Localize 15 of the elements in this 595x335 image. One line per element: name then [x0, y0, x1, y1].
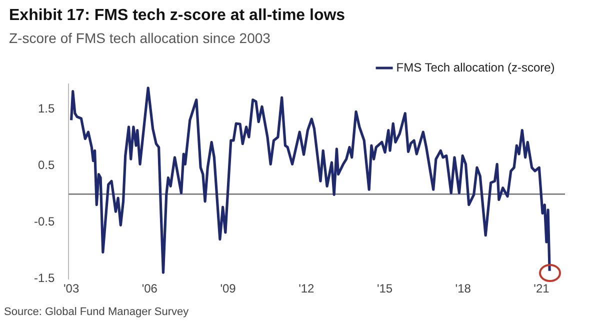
y-tick-label: 1.5	[38, 102, 55, 116]
y-tick-label: -1.5	[34, 271, 55, 286]
x-tick-label: '21	[534, 281, 550, 296]
x-tick-label: '15	[376, 281, 393, 296]
y-tick-label: -0.5	[34, 214, 55, 229]
x-tick-label: '03	[63, 281, 80, 296]
x-tick-label: '18	[455, 281, 472, 296]
source-note: Source: Global Fund Manager Survey	[4, 306, 189, 318]
legend-label: FMS Tech allocation (z-score)	[396, 60, 555, 74]
y-tick-label: 0.5	[38, 158, 55, 172]
x-tick-label: '09	[220, 281, 236, 296]
chart-title: Exhibit 17: FMS tech z-score at all-time lows	[9, 7, 346, 25]
x-tick-label: '12	[298, 281, 315, 296]
x-tick-label: '06	[142, 281, 158, 296]
chart-subtitle: Z-score of FMS tech allocation since 2003	[9, 30, 270, 46]
